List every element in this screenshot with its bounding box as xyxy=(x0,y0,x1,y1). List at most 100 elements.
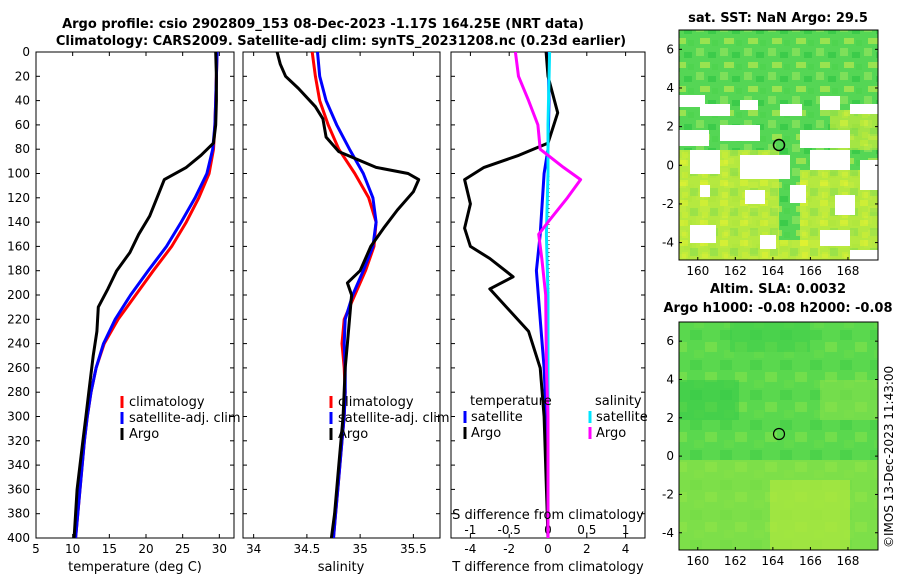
salinity-x-ticks: 34 34.5 35 35.5 xyxy=(246,52,427,556)
map-y-tick-label: -4 xyxy=(662,526,674,540)
map-y-tick-label: 4 xyxy=(666,372,674,386)
map-y-tick-label: 6 xyxy=(666,334,674,348)
sla-map: 160 162 164 166 168 6 4 2 0 -2 -4 xyxy=(662,321,879,568)
depth-tick-label: 360 xyxy=(7,482,30,496)
series-line-t-argo xyxy=(463,52,560,538)
map-x-tick-label: 166 xyxy=(799,264,822,278)
x-tick-label: -4 xyxy=(464,542,476,556)
sla-high-patches xyxy=(679,380,878,550)
series-line-s-argo xyxy=(513,52,583,538)
legend-label-argo: Argo xyxy=(338,427,368,442)
sst-missing-data xyxy=(679,95,878,260)
difference-lines xyxy=(463,52,583,538)
legend-label-climatology: climatology xyxy=(129,395,205,410)
legend-label-t-argo: Argo xyxy=(471,426,501,441)
sst-map: 160 162 164 166 168 6 4 2 0 -2 -4 xyxy=(662,29,879,278)
depth-tick-label: 40 xyxy=(15,94,30,108)
legend-label-satellite: satellite-adj. clim xyxy=(338,411,450,426)
x-top-tick-label: 0.5 xyxy=(577,523,596,537)
legend-label-s-argo: Argo xyxy=(596,426,626,441)
title-line-1: Argo profile: csio 2902809_153 08-Dec-20… xyxy=(62,17,584,32)
sst-map-title: sat. SST: NaN Argo: 29.5 xyxy=(688,11,868,26)
temperature-xlabel: temperature (deg C) xyxy=(68,560,202,575)
depth-tick-label: 0 xyxy=(22,45,30,59)
temperature-x-ticks: 5 10 15 20 25 30 xyxy=(32,52,227,556)
legend-label-s-satellite: satellite xyxy=(596,410,648,425)
series-line-climatology xyxy=(74,52,219,538)
depth-tick-label: 60 xyxy=(15,118,30,132)
difference-xlabel: T difference from climatology xyxy=(451,560,644,575)
legend-label-t-satellite: satellite xyxy=(471,410,523,425)
legend-label-argo: Argo xyxy=(129,427,159,442)
salinity-axes xyxy=(242,51,441,539)
series-line-satellite-adj-clim xyxy=(316,52,378,538)
salinity-xlabel: salinity xyxy=(318,560,365,575)
map-x-tick-label: 162 xyxy=(724,554,747,568)
x-tick-label: 5 xyxy=(32,542,40,556)
difference-x-ticks: -4 -2 0 2 4-1 -0.5 0 0.5 1 xyxy=(464,52,629,556)
map-y-tick-label: 2 xyxy=(666,411,674,425)
x-top-tick-label: 1 xyxy=(622,523,630,537)
sla-low-patches xyxy=(679,322,810,420)
map-y-tick-label: -2 xyxy=(662,487,674,501)
x-tick-label: -2 xyxy=(503,542,515,556)
legend-label-climatology: climatology xyxy=(338,395,414,410)
depth-tick-label: 320 xyxy=(7,434,30,448)
difference-xlabel-top: S difference from climatology xyxy=(452,508,644,523)
depth-tick-label: 240 xyxy=(7,337,30,351)
map-y-tick-label: -2 xyxy=(662,197,674,211)
x-tick-label: 10 xyxy=(65,542,80,556)
sla-map-title-1: Altim. SLA: 0.0032 xyxy=(710,282,846,297)
sla-argo-position-marker xyxy=(772,427,786,441)
depth-tick-label: 20 xyxy=(15,69,30,83)
sla-map-ticks: 160 162 164 166 168 6 4 2 0 -2 -4 xyxy=(662,334,878,568)
depth-tick-label: 140 xyxy=(7,215,30,229)
map-x-tick-label: 160 xyxy=(686,554,709,568)
title-line-2: Climatology: CARS2009. Satellite-adj cli… xyxy=(56,34,626,49)
x-tick-label: 34 xyxy=(246,542,261,556)
series-line-argo xyxy=(275,52,421,538)
map-x-tick-label: 162 xyxy=(724,264,747,278)
depth-tick-label: 220 xyxy=(7,312,30,326)
series-line-argo xyxy=(72,52,218,538)
x-tick-label: 2 xyxy=(583,542,591,556)
depth-tick-label: 260 xyxy=(7,361,30,375)
x-tick-label: 35.5 xyxy=(400,542,427,556)
sst-map-frame xyxy=(678,29,879,261)
temperature-legend: climatology satellite-adj. clim Argo xyxy=(120,395,241,442)
map-y-tick-label: 4 xyxy=(666,81,674,95)
x-tick-label: 4 xyxy=(622,542,630,556)
x-tick-label: 15 xyxy=(102,542,117,556)
legend-title-temperature: temperature xyxy=(470,394,552,409)
map-y-tick-label: 2 xyxy=(666,120,674,134)
depth-tick-label: 380 xyxy=(7,507,30,521)
depth-tick-label: 160 xyxy=(7,239,30,253)
depth-tick-label: 400 xyxy=(7,531,30,545)
sla-map-frame xyxy=(678,321,879,551)
depth-tick-label: 120 xyxy=(7,191,30,205)
x-tick-label: 25 xyxy=(175,542,190,556)
temperature-lines xyxy=(72,52,219,538)
imos-watermark: ©IMOS 13-Dec-2023 11:43:00 xyxy=(882,366,896,548)
legend-label-satellite: satellite-adj. clim xyxy=(129,411,241,426)
difference-legend: temperature salinity satellite Argo sate… xyxy=(463,394,648,441)
map-x-tick-label: 168 xyxy=(837,264,860,278)
legend-title-salinity: salinity xyxy=(595,394,642,409)
map-y-tick-label: 0 xyxy=(666,449,674,463)
depth-tick-label: 300 xyxy=(7,410,30,424)
x-top-tick-label: -0.5 xyxy=(497,523,520,537)
x-tick-label: 0 xyxy=(544,542,552,556)
series-line-satellite-adj-clim xyxy=(74,52,219,538)
sst-argo-position-marker xyxy=(772,138,786,152)
map-x-tick-label: 166 xyxy=(799,554,822,568)
x-tick-label: 35 xyxy=(352,542,367,556)
sst-map-ticks: 160 162 164 166 168 6 4 2 0 -2 -4 xyxy=(662,42,878,278)
map-y-tick-label: 0 xyxy=(666,158,674,172)
x-top-tick-label: -1 xyxy=(464,523,476,537)
x-tick-label: 30 xyxy=(212,542,227,556)
sla-map-title-2: Argo h1000: -0.08 h2000: -0.08 xyxy=(663,301,892,316)
map-y-tick-label: 6 xyxy=(666,42,674,56)
salinity-lines xyxy=(275,52,421,538)
map-x-tick-label: 160 xyxy=(686,264,709,278)
